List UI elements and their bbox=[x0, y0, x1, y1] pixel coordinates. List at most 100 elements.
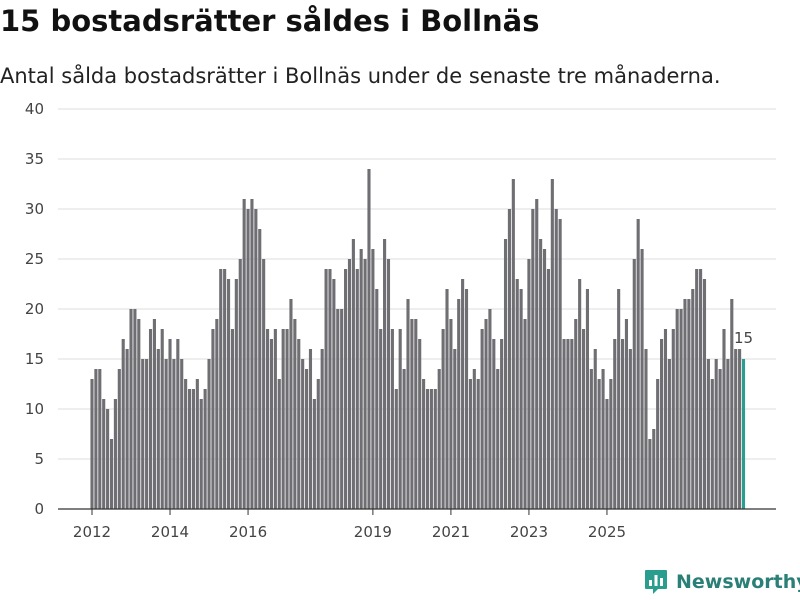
brand-logo: Newsworthy bbox=[644, 566, 800, 598]
y-tick-label: 10 bbox=[25, 400, 44, 418]
bar bbox=[636, 219, 640, 509]
bar bbox=[558, 219, 562, 509]
bar bbox=[176, 339, 180, 509]
bar bbox=[156, 349, 160, 509]
y-tick-label: 25 bbox=[25, 250, 44, 268]
bar bbox=[273, 329, 277, 509]
bar bbox=[702, 279, 707, 509]
bar bbox=[539, 239, 543, 509]
bar bbox=[496, 369, 500, 509]
bar bbox=[484, 319, 488, 509]
bar bbox=[347, 259, 352, 509]
bar bbox=[523, 319, 527, 509]
bar bbox=[663, 329, 668, 509]
bar bbox=[312, 399, 316, 509]
y-tick-label: 35 bbox=[25, 150, 44, 168]
bar bbox=[129, 309, 133, 509]
bar bbox=[390, 329, 394, 509]
y-axis: 0 5 10 15 20 25 30 35 40 bbox=[25, 100, 44, 518]
x-tick-label: 2016 bbox=[229, 523, 267, 541]
y-tick-label: 5 bbox=[34, 450, 44, 468]
bar bbox=[117, 369, 121, 509]
bar bbox=[203, 389, 207, 509]
bar bbox=[281, 329, 285, 509]
bar bbox=[152, 319, 156, 509]
bar bbox=[468, 379, 472, 509]
bar bbox=[109, 439, 114, 509]
bar bbox=[265, 329, 270, 509]
bar bbox=[285, 329, 289, 509]
bar bbox=[581, 329, 586, 509]
bar bbox=[671, 329, 675, 509]
bar bbox=[180, 359, 184, 509]
bar bbox=[320, 349, 324, 509]
bar bbox=[90, 379, 94, 509]
bar bbox=[106, 409, 110, 509]
bar bbox=[738, 349, 742, 509]
bar bbox=[605, 399, 609, 509]
bar bbox=[527, 259, 531, 509]
x-tick-label: 2021 bbox=[432, 523, 470, 541]
bar bbox=[363, 259, 367, 509]
bar bbox=[601, 369, 605, 509]
bar bbox=[480, 329, 484, 509]
x-tick-label: 2023 bbox=[510, 523, 548, 541]
bar bbox=[351, 239, 355, 509]
bar bbox=[503, 239, 508, 509]
bar bbox=[141, 359, 145, 509]
annotations: 15 bbox=[734, 329, 753, 347]
bar bbox=[507, 209, 511, 509]
bar bbox=[250, 199, 254, 509]
bar bbox=[656, 379, 660, 509]
y-tick-label: 0 bbox=[34, 500, 44, 518]
bar bbox=[133, 309, 137, 509]
brand-name: Newsworthy bbox=[676, 571, 800, 593]
bar bbox=[121, 339, 125, 509]
bar bbox=[542, 249, 547, 509]
bar bbox=[644, 349, 648, 509]
bar bbox=[125, 349, 129, 509]
bar bbox=[137, 319, 141, 509]
bar bbox=[379, 329, 383, 509]
bar bbox=[488, 309, 492, 509]
bar bbox=[164, 359, 168, 509]
bar bbox=[336, 309, 340, 509]
y-tick-label: 30 bbox=[25, 200, 44, 218]
x-axis: 2012 2014 2016 2019 2021 2023 2025 bbox=[58, 508, 776, 541]
bar bbox=[457, 299, 461, 509]
bar bbox=[324, 269, 328, 509]
bar bbox=[383, 239, 387, 509]
bar bbox=[578, 279, 582, 509]
bar bbox=[445, 289, 449, 509]
bar bbox=[624, 319, 629, 509]
bar bbox=[211, 329, 215, 509]
bar bbox=[145, 359, 149, 509]
bar bbox=[706, 359, 710, 509]
bar bbox=[550, 179, 554, 509]
bar bbox=[519, 289, 523, 509]
bar bbox=[535, 199, 539, 509]
bar bbox=[305, 369, 309, 509]
bar bbox=[215, 319, 219, 509]
bar bbox=[184, 379, 188, 509]
bar bbox=[386, 259, 391, 509]
bar bbox=[691, 289, 695, 509]
bar bbox=[695, 269, 699, 509]
chart-subtitle: Antal sålda bostadsrätter i Bollnäs unde… bbox=[0, 64, 721, 88]
x-tick-label: 2014 bbox=[151, 523, 189, 541]
bar bbox=[148, 329, 153, 509]
bar bbox=[371, 249, 375, 509]
bar bbox=[461, 279, 465, 509]
bar bbox=[570, 339, 574, 509]
bar bbox=[492, 339, 496, 509]
bar bbox=[621, 339, 625, 509]
bar bbox=[226, 279, 231, 509]
bar bbox=[632, 259, 636, 509]
bar bbox=[566, 339, 570, 509]
bar bbox=[652, 429, 656, 509]
bar bbox=[94, 369, 98, 509]
bar bbox=[667, 359, 671, 509]
bar bbox=[316, 379, 320, 509]
bar bbox=[589, 369, 593, 509]
